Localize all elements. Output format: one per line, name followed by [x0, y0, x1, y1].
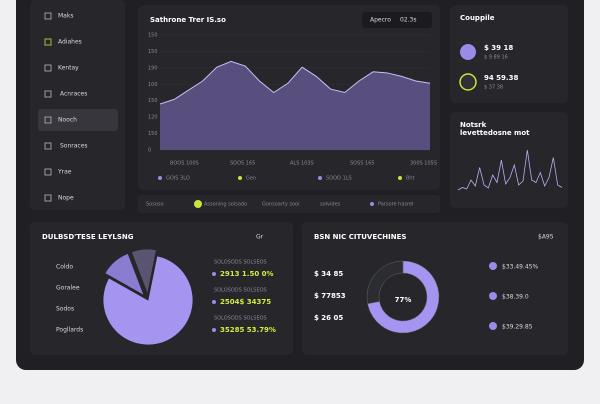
comp-item: $ 77853: [314, 292, 346, 300]
nav-icon: [44, 194, 52, 202]
couple-label: 94 59.38: [484, 74, 518, 82]
main-title: Sathrone Trer IS.so: [150, 16, 226, 24]
nav-icon: [44, 38, 52, 46]
sparkline: [457, 149, 563, 191]
nav-item: Maks: [58, 13, 73, 20]
area-line: [159, 60, 431, 105]
avatar: [460, 44, 476, 60]
dist-legend: Goralee: [56, 285, 80, 292]
list-dot: [489, 292, 497, 300]
nav-icon: [44, 142, 52, 150]
list-dot: [489, 262, 497, 270]
nav-icon: [44, 64, 52, 72]
comp-item: $ 26 05: [314, 314, 343, 322]
dist-badge: Gr: [256, 234, 264, 241]
couple-label: $ 39 18: [484, 44, 513, 52]
y-tick-label: 150: [148, 33, 158, 39]
couple-sub: $ 9 89 16: [484, 55, 508, 61]
nav-icon: [44, 168, 52, 176]
list-dot: [489, 322, 497, 330]
couple-title: Couppile: [460, 14, 495, 22]
nav-item: Sonraces: [60, 143, 88, 150]
sidebar-selected: [38, 109, 118, 131]
nav-icon: [44, 12, 52, 20]
x-tick-label: 300S 105S: [410, 161, 437, 167]
stat-caption: SOLOSODS SOLSEOS: [214, 288, 267, 294]
comp-item: $ 34 85: [314, 270, 343, 278]
stat-value: 2913 1.50 0%: [220, 270, 274, 278]
legend-text: Bht: [406, 176, 415, 182]
legend-text: SOOO 1LS: [326, 176, 352, 182]
range-value: 02.3s: [400, 17, 417, 24]
strip-text: Sososo: [146, 202, 164, 208]
range-label: Apecro: [370, 17, 391, 24]
strip-text: Assoning solsado: [204, 202, 247, 208]
pie-slice: [104, 252, 145, 297]
nav-item: Adiahes: [58, 39, 82, 46]
nav-icon: [44, 116, 52, 124]
couple-sub: $ 37 38: [484, 85, 503, 91]
legend-text: Gen: [246, 176, 256, 182]
y-tick-label: 150: [148, 131, 158, 137]
range-select[interactable]: [362, 12, 432, 28]
dist-legend: Coldo: [56, 264, 73, 271]
list-value: $38.39.0: [502, 294, 529, 301]
list-value: $39.29.85: [502, 324, 533, 331]
notes-subtitle: levettedosne mot: [460, 129, 530, 137]
y-tick-label: 190: [148, 65, 158, 71]
y-tick-label: 120: [148, 115, 158, 121]
stat-dot: [212, 300, 216, 304]
nav-item: Kentay: [58, 65, 79, 72]
dist-legend: Pogllards: [56, 327, 83, 334]
couple-card: [450, 5, 568, 103]
x-tick-label: BOOS 100S: [170, 161, 199, 167]
y-tick-label: 150: [148, 49, 158, 55]
stat-caption: SOLOSODS SOLSEOS: [214, 316, 267, 322]
notes-card: [450, 112, 568, 208]
strip-text: solvides: [320, 202, 341, 208]
legend-dot: [398, 176, 402, 180]
legend-dot: [238, 176, 242, 180]
stat-dot: [212, 272, 216, 276]
nav-item: Yrae: [57, 169, 72, 176]
x-tick-label: SOSS 165: [350, 161, 375, 167]
y-tick-label: 150: [148, 98, 158, 104]
dist-legend: Sodos: [56, 306, 74, 313]
nav-item: Nope: [58, 195, 74, 202]
strip-text: Gonsoarty sooi: [262, 202, 300, 208]
legend-text: GOIS 3LO: [166, 176, 190, 182]
legend-dot: [318, 176, 322, 180]
stat-value: 2504$ 34375: [220, 298, 271, 306]
dist-title: DULBSD'TESE LEYLSNG: [42, 233, 134, 241]
list-value: $33.49.45%: [502, 264, 539, 271]
strip-text: Parsore hasrel: [378, 202, 413, 208]
nav-item: Nooch: [58, 117, 77, 124]
stat-value: 35285 53.79%: [220, 326, 276, 334]
strip-dot: [370, 202, 374, 206]
pie-slice: [102, 255, 194, 346]
comp-title: BSN NIC CITUVECHINES: [314, 233, 406, 241]
donut-slice: [367, 260, 440, 334]
nav-icon: [44, 90, 52, 98]
strip-dot: [194, 200, 202, 208]
area: [160, 61, 430, 151]
y-tick-label: 100: [148, 82, 158, 88]
pie-slice: [130, 248, 157, 296]
notes-title: Notsrk: [460, 121, 487, 129]
sidebar: [30, 0, 125, 210]
avatar: [459, 73, 477, 91]
donut-slice: [366, 260, 404, 305]
legend-dot: [158, 176, 162, 180]
comp-badge: $A95: [538, 234, 554, 241]
legend-strip: [138, 195, 440, 213]
stat-dot: [212, 328, 216, 332]
x-tick-label: SOOS 165: [230, 161, 255, 167]
nav-item: Acnraces: [60, 91, 87, 98]
y-tick-label: 0: [148, 148, 151, 154]
donut-label: 77%: [395, 296, 412, 304]
stat-caption: SOLOSODS SOLSEOS: [214, 260, 267, 266]
x-tick-label: ALS 103S: [290, 161, 314, 167]
